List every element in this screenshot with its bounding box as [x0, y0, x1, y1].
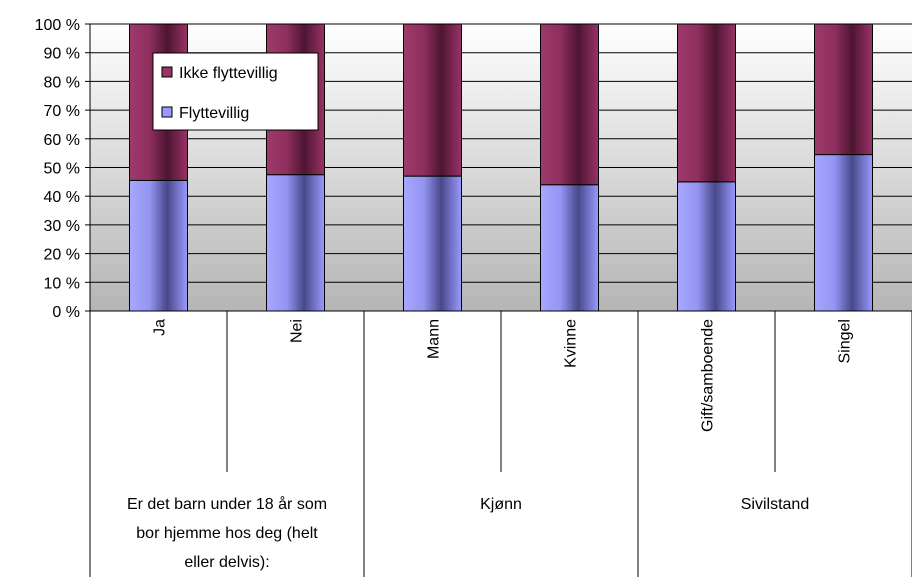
y-tick-label: 20 %: [44, 247, 80, 264]
x-axis-groups: Er det barn under 18 år som bor hjemme ho…: [127, 495, 809, 571]
bar-flyttevillig-nei: [266, 174, 325, 312]
legend: Ikke flyttevillig Flyttevillig: [152, 52, 319, 131]
x-group-label-line: Er det barn under 18 år som: [127, 495, 327, 513]
bar-ikke-flyttevillig-gift-samboende: [677, 23, 736, 183]
y-tick-label: 10 %: [44, 275, 80, 292]
legend-label-ikke-flyttevillig: Ikke flyttevillig: [179, 65, 278, 82]
bar-flyttevillig-mann: [403, 175, 462, 312]
y-tick-label: 30 %: [44, 218, 80, 235]
legend-box: [152, 52, 319, 131]
y-tick-label: 40 %: [44, 189, 80, 206]
y-axis-ticks: 0 % 10 % 20 % 30 % 40 % 50 % 60 % 70 % 80 % 90 % 1…: [35, 17, 90, 321]
bar-flyttevillig-singel: [814, 154, 873, 312]
x-group-label-line: bor hjemme hos deg (helt: [136, 525, 318, 542]
y-tick-label: 0 %: [52, 304, 80, 321]
bar-ikke-flyttevillig-mann: [403, 23, 462, 177]
x-category-label-kvinne: Kvinne: [563, 319, 580, 368]
x-category-label-mann: Mann: [426, 319, 443, 359]
bars: [129, 23, 873, 312]
x-group-label-line: Kjønn: [480, 496, 522, 513]
y-tick-label: 50 %: [44, 161, 80, 178]
x-category-label-gift-samboende: Gift/samboende: [700, 319, 717, 432]
y-tick-label: 60 %: [44, 132, 80, 149]
x-category-label-nei: Nei: [289, 319, 306, 343]
legend-swatch-flyttevillig: [161, 106, 173, 118]
bar-flyttevillig-gift-samboende: [677, 181, 736, 312]
bar-flyttevillig-kvinne: [540, 184, 599, 312]
legend-label-flyttevillig: Flyttevillig: [179, 105, 249, 122]
y-tick-label: 70 %: [44, 103, 80, 120]
y-tick-label: 80 %: [44, 74, 80, 91]
bar-flyttevillig-ja: [129, 179, 188, 312]
y-tick-label: 90 %: [44, 46, 80, 63]
y-tick-label: 100 %: [35, 17, 80, 34]
x-group-label-line: eller delvis):: [184, 554, 269, 571]
x-axis-categories: Ja Nei Mann Kvinne Gift/samboende Singel: [89, 311, 912, 577]
x-group-label-line: Sivilstand: [741, 496, 809, 513]
legend-swatch-ikke-flyttevillig: [161, 66, 173, 78]
x-category-label-singel: Singel: [837, 319, 854, 363]
x-category-label-ja: Ja: [152, 319, 169, 336]
bar-ikke-flyttevillig-kvinne: [540, 23, 599, 186]
bar-ikke-flyttevillig-singel: [814, 23, 873, 156]
